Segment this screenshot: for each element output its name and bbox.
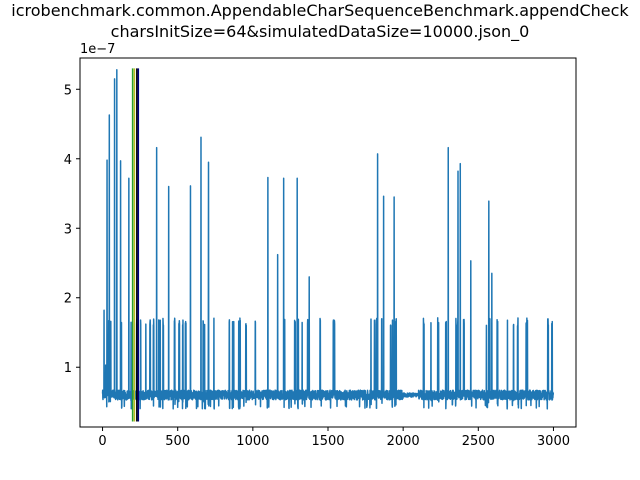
- chart-title-line-1: icrobenchmark.common.AppendableCharSeque…: [11, 1, 629, 20]
- series-line: [101, 69, 555, 410]
- x-tick-label: 1000: [236, 434, 269, 449]
- x-tick-label: 2500: [462, 434, 495, 449]
- plot-area: [101, 69, 555, 410]
- y-tick-label: 3: [64, 222, 72, 237]
- x-axis: 0 500 1000 1500 2000 2500 3000: [98, 427, 570, 449]
- y-axis-offset-label: 1e−7: [80, 42, 115, 57]
- y-tick-label: 5: [64, 83, 72, 98]
- chart-title-line-2: charsInitSize=64&simulatedDataSize=10000…: [111, 22, 530, 42]
- y-tick-label: 4: [64, 153, 72, 168]
- vertical-markers: [131, 68, 140, 422]
- x-tick-label: 0: [98, 434, 106, 449]
- y-axis: 1 2 3 4 5: [64, 83, 80, 376]
- x-tick-label: 500: [165, 434, 190, 449]
- y-tick-label: 1: [64, 361, 72, 376]
- y-tick-label: 2: [64, 292, 72, 307]
- x-tick-label: 2000: [387, 434, 420, 449]
- x-tick-label: 1500: [311, 434, 344, 449]
- x-tick-label: 3000: [537, 434, 570, 449]
